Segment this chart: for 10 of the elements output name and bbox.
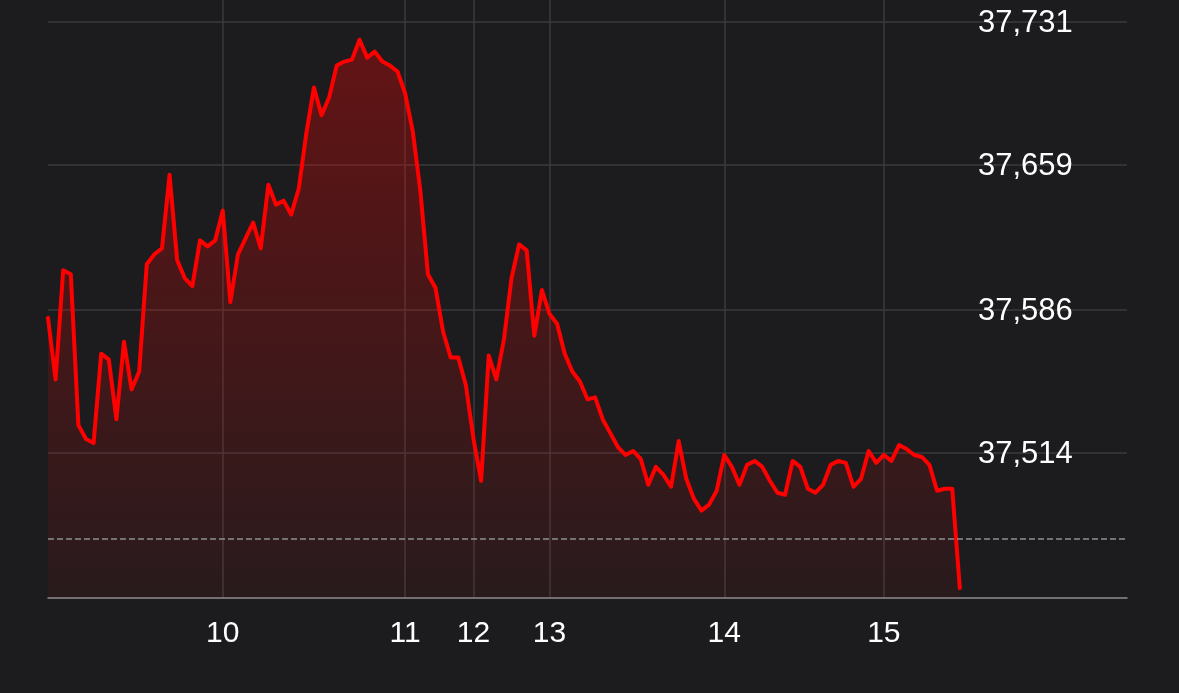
x-tick-label: 13 xyxy=(532,614,567,648)
x-tick-label: 14 xyxy=(707,614,741,648)
x-tick-label: 15 xyxy=(867,614,901,648)
y-tick-label: 37,659 xyxy=(978,147,1073,183)
x-tick-label: 11 xyxy=(389,614,421,648)
y-tick-label: 37,731 xyxy=(978,4,1073,40)
y-tick-label: 37,514 xyxy=(978,435,1073,471)
x-tick-label: 10 xyxy=(206,614,240,648)
x-tick-label: 12 xyxy=(456,614,491,648)
y-tick-label: 37,586 xyxy=(978,292,1073,328)
